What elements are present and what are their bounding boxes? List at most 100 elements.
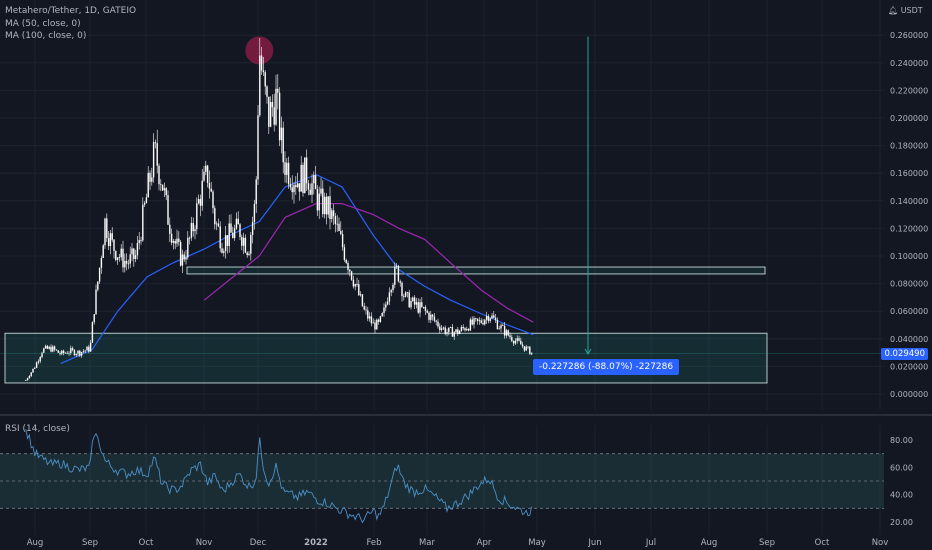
- candle-body: [390, 290, 392, 293]
- candle-body: [440, 328, 443, 331]
- candle-body: [134, 255, 137, 260]
- rsi-tick-label: 80.00: [890, 436, 913, 445]
- measure-label: -0.227286 (-88.07%) -227286: [533, 359, 680, 375]
- candle-body: [219, 226, 221, 249]
- candle-body: [367, 310, 369, 319]
- candle-body: [316, 189, 319, 211]
- candle-body: [311, 183, 313, 195]
- candle-body: [392, 284, 394, 291]
- candle-body: [37, 361, 40, 363]
- candle-body: [192, 223, 194, 232]
- measure-tool[interactable]: [584, 36, 592, 355]
- candle-body: [284, 162, 286, 175]
- candle-body: [145, 197, 148, 204]
- ma50-legend[interactable]: MA (50, close, 0): [5, 19, 81, 29]
- candle-body: [183, 254, 185, 260]
- candle-body: [233, 228, 236, 239]
- candle-body: [181, 254, 184, 266]
- candle-body: [446, 332, 448, 334]
- candle-body: [359, 294, 362, 296]
- time-tick-label: Jul: [645, 538, 656, 548]
- candle-body: [214, 208, 216, 225]
- candle-body: [208, 182, 211, 189]
- candle-body: [525, 346, 527, 351]
- candle-body: [523, 346, 526, 351]
- candle-body: [318, 193, 320, 211]
- candle-body: [341, 234, 344, 248]
- candle-body: [142, 204, 144, 241]
- price-tick-label: 0.160000: [890, 169, 928, 178]
- candle-body: [206, 165, 209, 183]
- candle-body: [241, 237, 243, 246]
- candle-body: [289, 184, 292, 188]
- candle-body: [307, 183, 310, 190]
- ma100-legend[interactable]: MA (100, close, 0): [5, 31, 87, 41]
- candle-body: [458, 330, 461, 334]
- candle-body: [95, 289, 97, 315]
- candle-body: [143, 203, 146, 205]
- symbol-title[interactable]: Metahero/Tether, 1D, GATEIO: [5, 6, 137, 16]
- candle-body: [412, 297, 414, 302]
- candle-body: [327, 196, 329, 215]
- candle-body: [340, 230, 342, 235]
- candle-body: [268, 96, 270, 127]
- candle-body: [509, 335, 511, 338]
- rsi-legend[interactable]: RSI (14, close): [5, 424, 70, 434]
- candle-body: [158, 165, 160, 185]
- candle-body: [295, 185, 297, 188]
- candle-body: [469, 319, 472, 331]
- candle-body: [394, 266, 396, 285]
- candle-body: [395, 265, 398, 267]
- price-tick-label: 0.040000: [890, 335, 928, 344]
- candle-body: [264, 72, 266, 87]
- candle-body: [467, 328, 470, 331]
- candle-body: [484, 319, 486, 325]
- candle-body: [248, 253, 250, 256]
- candle-body: [406, 292, 409, 294]
- candle-body: [383, 307, 385, 313]
- candle-body: [291, 187, 293, 193]
- candle-body: [253, 203, 256, 222]
- price-tick-label: 0.200000: [890, 114, 928, 123]
- time-tick-label: Aug: [701, 538, 718, 548]
- currency-text: USDT: [900, 6, 923, 15]
- candle-body: [358, 284, 360, 296]
- candle-body: [152, 142, 155, 178]
- price-tick-label: 0.240000: [890, 59, 928, 68]
- candle-body: [332, 210, 335, 217]
- rsi-tick-label: 40.00: [890, 491, 913, 500]
- candle-body: [354, 284, 356, 287]
- candle-body: [512, 341, 515, 344]
- candle-body: [160, 184, 162, 186]
- candle-body: [224, 235, 227, 252]
- candle-body: [404, 292, 407, 297]
- candle-body: [505, 330, 508, 336]
- candle-body: [502, 325, 504, 327]
- candle-body: [125, 260, 128, 264]
- time-tick-label: Jun: [587, 538, 601, 548]
- candle-body: [331, 210, 333, 219]
- candle-body: [237, 218, 239, 225]
- last-price-tag: 0.029490: [881, 348, 928, 360]
- candle-body: [287, 162, 290, 185]
- candle-body: [39, 357, 41, 362]
- candle-body: [372, 322, 374, 324]
- candle-body: [514, 340, 517, 344]
- candle-body: [178, 238, 180, 242]
- candle-body: [439, 326, 441, 331]
- candle-body: [518, 338, 520, 341]
- candle-body: [32, 368, 34, 373]
- time-tick-label: Nov: [196, 538, 213, 548]
- candle-body: [286, 162, 288, 175]
- candle-body: [365, 309, 367, 311]
- time-tick-label: Apr: [477, 538, 492, 548]
- candle-body: [251, 221, 254, 235]
- candle-body: [471, 319, 473, 325]
- currency-label[interactable]: 🔔︎ USDT: [888, 6, 923, 15]
- candle-body: [187, 237, 189, 258]
- candle-body: [86, 346, 88, 351]
- candle-body: [377, 319, 380, 322]
- candle-body: [244, 237, 247, 253]
- candle-body: [521, 344, 524, 347]
